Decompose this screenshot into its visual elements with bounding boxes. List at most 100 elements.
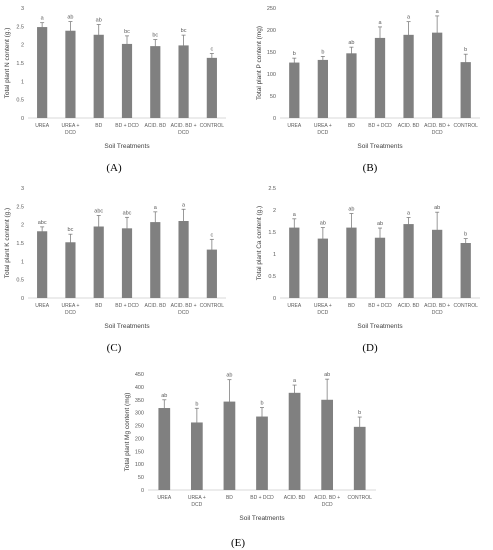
- y-tick-label: 450: [135, 372, 144, 378]
- x-tick-label: ACID. BD: [284, 495, 306, 501]
- significance-letter: b: [358, 410, 361, 416]
- bar: [206, 57, 217, 118]
- significance-letter: a: [293, 378, 297, 384]
- x-axis-title: Soil Treatments: [357, 143, 403, 150]
- y-tick-label: 250: [135, 424, 144, 430]
- bar: [403, 34, 414, 119]
- x-tick-label: ACID. BD + DCD: [424, 123, 450, 136]
- chart-svg: 0 0.5 1 1.5 2 2.5 3 abc UREA bc UREA + DCD abc BD abc B…: [4, 186, 226, 330]
- y-tick-label: 0: [21, 296, 24, 302]
- x-axis-title: Soil Treatments: [104, 143, 150, 150]
- x-axis-title: Soil Treatments: [239, 515, 285, 522]
- y-tick-label: 3: [21, 186, 24, 192]
- y-tick-label: 50: [138, 475, 144, 481]
- x-tick-label: BD: [95, 123, 102, 129]
- significance-letter: ab: [226, 373, 232, 379]
- x-tick-label: UREA: [35, 303, 50, 309]
- y-tick-label: 150: [135, 449, 144, 455]
- bar: [37, 231, 48, 298]
- x-tick-label: CONTROL: [453, 303, 478, 309]
- significance-letter: b: [260, 401, 263, 407]
- x-axis-title: Soil Treatments: [104, 323, 150, 330]
- bar: [93, 226, 104, 298]
- x-axis-title: Soil Treatments: [357, 323, 403, 330]
- panel-label-e: (E): [230, 537, 246, 549]
- bar: [288, 392, 301, 490]
- bar: [206, 249, 217, 298]
- bar: [317, 59, 328, 118]
- y-tick-label: 0: [21, 116, 24, 122]
- y-tick-label: 200: [135, 436, 144, 442]
- significance-letter: ab: [96, 18, 102, 24]
- y-tick-label: 2: [273, 208, 276, 214]
- x-tick-label: ACID. BD + DCD: [314, 495, 340, 508]
- x-tick-label: ACID. BD: [144, 123, 166, 129]
- y-tick-label: 0: [273, 116, 276, 122]
- x-tick-label: ACID. BD + DCD: [171, 123, 197, 136]
- y-tick-label: 100: [267, 72, 276, 78]
- y-axis-title: Total plant P content (mg): [256, 26, 263, 100]
- x-tick-label: BD: [95, 303, 102, 309]
- y-tick-label: 200: [267, 28, 276, 34]
- significance-letter: a: [154, 205, 158, 211]
- bar: [289, 62, 300, 118]
- x-tick-label: BD: [226, 495, 233, 501]
- x-tick-label: ACID. BD: [144, 303, 166, 309]
- panel-label-b: (B): [362, 162, 378, 174]
- bar: [256, 416, 268, 490]
- y-tick-label: 100: [135, 462, 144, 468]
- y-axis-title: Total plant Ca content (g.): [256, 206, 263, 280]
- significance-letter: b: [195, 401, 198, 407]
- x-tick-label: UREA + DCD: [188, 495, 206, 508]
- y-tick-label: 1: [273, 252, 276, 258]
- significance-letter: abc: [123, 210, 132, 216]
- y-tick-label: 0.5: [16, 98, 24, 104]
- significance-letter: a: [378, 20, 382, 26]
- x-tick-label: CONTROL: [200, 303, 225, 309]
- significance-letter: ab: [348, 207, 354, 213]
- y-tick-label: 350: [135, 398, 144, 404]
- bar: [353, 426, 366, 490]
- panel-label-a: (A): [106, 162, 122, 174]
- significance-letter: abc: [94, 209, 103, 215]
- y-tick-label: 0.5: [16, 278, 24, 284]
- y-tick-label: 150: [267, 50, 276, 56]
- significance-letter: c: [210, 46, 213, 52]
- x-tick-label: UREA: [287, 123, 302, 129]
- x-tick-label: BD: [348, 303, 355, 309]
- bar: [150, 222, 161, 298]
- x-tick-label: UREA: [35, 123, 50, 129]
- bar: [65, 30, 76, 118]
- bar: [158, 408, 171, 490]
- significance-letter: ab: [348, 40, 354, 46]
- y-tick-label: 1.5: [16, 61, 24, 67]
- x-tick-label: BD + DCD: [115, 123, 139, 129]
- y-tick-label: 2.5: [16, 24, 24, 30]
- significance-letter: a: [436, 9, 440, 15]
- y-tick-label: 3: [21, 6, 24, 12]
- bar: [346, 53, 357, 118]
- chart-svg: 0 0.5 1 1.5 2 2.5 3 a UREA ab UREA + DCD ab BD bc BD + …: [4, 6, 226, 150]
- x-tick-label: CONTROL: [200, 123, 225, 129]
- y-tick-label: 2.5: [16, 204, 24, 210]
- x-tick-label: UREA + DCD: [314, 303, 332, 316]
- panel-label-d: (D): [362, 342, 378, 354]
- y-tick-label: 1: [21, 259, 24, 265]
- bar: [150, 46, 161, 119]
- significance-letter: a: [182, 202, 186, 208]
- significance-letter: c: [210, 232, 213, 238]
- bar: [223, 401, 236, 490]
- significance-letter: abc: [38, 220, 47, 226]
- bar: [178, 221, 189, 298]
- bar: [374, 237, 386, 298]
- bar: [289, 227, 300, 298]
- bar: [37, 27, 48, 118]
- y-tick-label: 1.5: [16, 241, 24, 247]
- x-tick-label: UREA: [287, 303, 302, 309]
- significance-letter: bc: [181, 28, 187, 34]
- x-tick-label: CONTROL: [453, 123, 478, 129]
- x-tick-label: ACID. BD: [398, 123, 420, 129]
